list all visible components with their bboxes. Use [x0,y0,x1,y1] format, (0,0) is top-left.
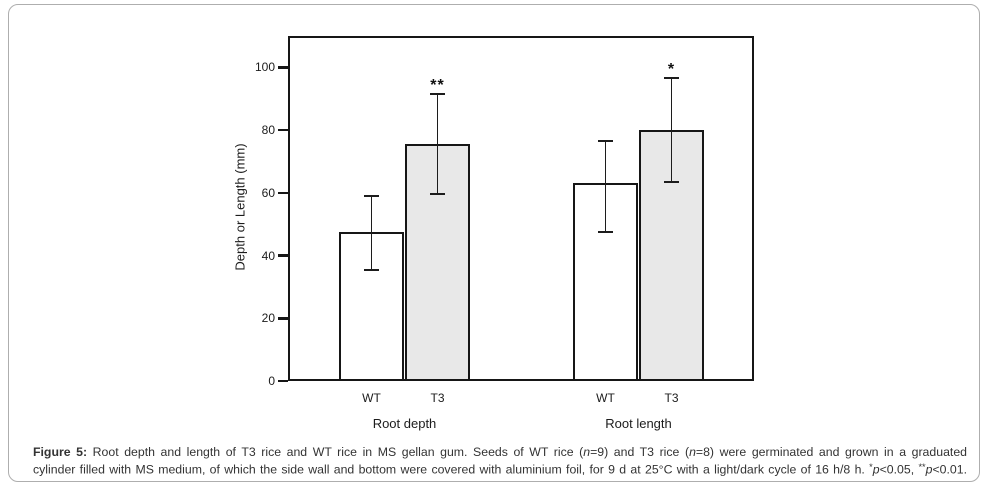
error-bar-cap-bottom [430,193,445,196]
y-axis-tick [278,191,288,195]
error-bar-cap-top [430,93,445,96]
bar-label: WT [596,391,615,405]
y-axis-tick-label: 20 [261,311,275,326]
y-axis-tick [278,317,288,320]
caption-line: cylinder filled with MS medium, of which… [33,460,967,478]
error-bar-cap-top [664,77,679,80]
error-bar-stem [670,78,673,182]
y-axis-tick-label: 100 [254,60,275,75]
bar-label: T3 [664,391,679,405]
bar-label: T3 [430,391,445,405]
caption-segment: Root depth and length of T3 rice and WT … [87,445,584,459]
y-axis-tick [278,66,288,69]
y-axis-tick-label: 60 [261,185,275,200]
group-label: Root depth [372,416,437,431]
significance-marker: ** [430,77,445,95]
error-bar-stem [604,141,607,233]
error-bar-cap-top [364,194,379,197]
caption-segment: <0.05, [879,463,919,478]
y-axis-tick-label: 80 [261,123,275,138]
caption-line: Figure 5: Root depth and length of T3 ri… [33,445,967,460]
group-label: Root length [605,416,672,431]
significance-marker: * [667,61,676,79]
caption-segment: p [925,463,933,478]
caption-segment: <0.01. [932,463,967,478]
caption-segment: ** [918,462,926,473]
caption-segment: n [689,445,696,459]
bar-chart: 0 20 40 60 80 100 WT T3 ** Root depth WT T3 * Root le… [9,5,979,481]
figure-card: Depth or Length (mm) 0 20 40 60 80 100 WT T3 ** R… [8,4,980,482]
caption-segment: n [583,445,591,459]
y-axis-tick [278,379,288,383]
caption-segment: * [869,462,873,473]
caption-segment: =9) and T3 rice ( [590,445,690,459]
error-bar-cap-top [598,140,613,143]
figure-caption: Figure 5: Root depth and length of T3 ri… [33,445,967,479]
plot-frame [288,36,754,381]
error-bar-cap-bottom [664,180,679,183]
y-axis-tick [278,128,288,132]
y-axis-tick [278,254,288,257]
caption-segment: cylinder filled with MS medium, of which… [33,463,870,478]
error-bar-cap-bottom [364,268,379,271]
y-axis-tick-label: 40 [261,248,275,263]
bar-label: WT [362,391,381,405]
y-axis-tick-label: 0 [268,374,275,388]
caption-segment: Figure 5: [33,445,88,459]
error-bar-stem [436,94,439,195]
caption-segment: p [872,463,880,478]
error-bar-cap-bottom [598,231,613,234]
error-bar-stem [370,195,373,270]
caption-segment: =8) were germinated and grown in a gradu… [695,445,967,459]
